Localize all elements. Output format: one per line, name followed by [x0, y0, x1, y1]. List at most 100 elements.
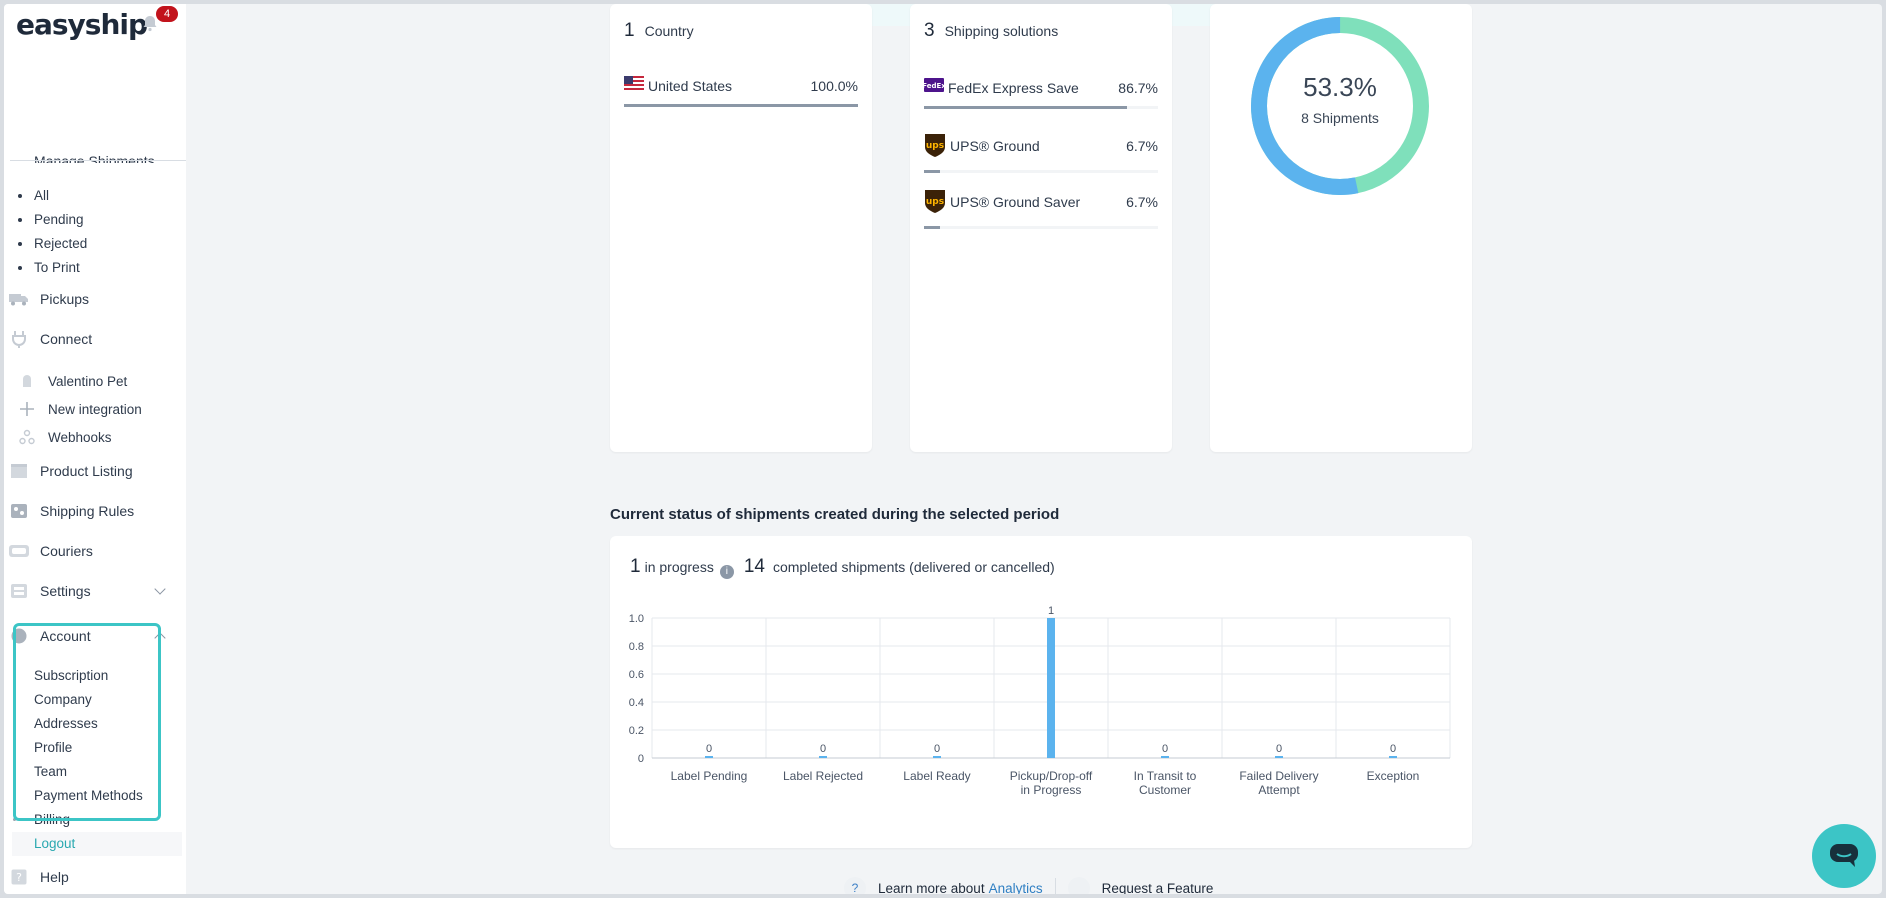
donut-segment-primary — [1251, 17, 1429, 195]
sidebar-subitem-rejected[interactable]: Rejected — [12, 232, 87, 256]
notification-badge: 4 — [156, 6, 178, 22]
chat-button[interactable] — [1812, 824, 1876, 888]
sidebar-subitem-to-print[interactable]: To Print — [12, 256, 87, 280]
in-progress-label: in progress — [644, 559, 714, 575]
sidebar-item-help[interactable]: ? Help — [6, 862, 182, 892]
app-window: easyship 4 Manage Shipments All Pending … — [4, 4, 1882, 894]
plus-icon — [18, 401, 36, 417]
solution-name: FedEx Express Save — [948, 80, 1079, 96]
donut-svg — [1251, 17, 1429, 195]
analytics-link[interactable]: Analytics — [988, 880, 1043, 895]
bar-value-label: 0 — [820, 743, 826, 755]
x-tick-label: Label Ready — [903, 769, 970, 783]
account-item-logout[interactable]: Logout — [12, 832, 182, 856]
status-bar-chart: 0 0.2 0.4 0.6 0.8 1.0 0 Label Pending 0 Label Rej… — [629, 606, 1451, 797]
sidebar-subitem-all[interactable]: All — [12, 184, 87, 208]
bell-icon[interactable] — [141, 14, 159, 32]
connect-item-new-integration[interactable]: New integration — [18, 396, 178, 422]
sidebar-item-pickups[interactable]: Pickups — [6, 284, 182, 314]
plug-icon — [8, 330, 30, 348]
bar — [1161, 756, 1169, 758]
sidebar-item-settings[interactable]: Settings — [6, 576, 182, 606]
solutions-count: 3 — [924, 20, 935, 41]
y-tick-label: 1.0 — [629, 613, 644, 625]
y-tick-label: 0.2 — [629, 725, 644, 737]
connect-item-webhooks[interactable]: Webhooks — [18, 424, 178, 450]
donut-card: 53.3% 8 Shipments — [1210, 4, 1472, 452]
completed-label: completed shipments (delivered or cancel… — [772, 559, 1055, 575]
country-percent: 100.0% — [810, 78, 858, 94]
solution-row: ups UPS® Ground Saver 6.7% — [924, 182, 1158, 229]
sidebar: easyship 4 Manage Shipments All Pending … — [4, 4, 186, 894]
completed-count: 14 — [743, 556, 765, 577]
sidebar-subitem-pending[interactable]: Pending — [12, 208, 87, 232]
footer-links: ? Learn more about Analytics Request a F… — [844, 877, 1213, 894]
shipment-filter-list: All Pending Rejected To Print — [12, 184, 87, 280]
sidebar-item-label: Shipping Rules — [40, 503, 135, 519]
solution-percent: 6.7% — [1126, 194, 1158, 210]
country-name: United States — [648, 78, 733, 94]
help-icon: ? — [8, 868, 30, 886]
sidebar-item-label: Product Listing — [40, 463, 133, 479]
x-tick-label: Failed Delivery — [1239, 769, 1318, 783]
x-tick-label: Pickup/Drop-off — [1010, 769, 1093, 783]
solution-percent: 86.7% — [1118, 80, 1158, 96]
solution-row: FedEx FedEx Express Save 86.7% — [922, 70, 1158, 116]
status-chart-card: 1 in progress i 14 completed shipments (… — [610, 536, 1472, 848]
sidebar-item-connect[interactable]: Connect — [6, 324, 182, 354]
bar — [933, 756, 941, 758]
settings-icon — [8, 582, 30, 600]
donut-shipments: 8 Shipments — [1301, 110, 1379, 126]
connect-item-label: New integration — [48, 401, 142, 417]
bar-value-label: 0 — [1390, 743, 1396, 755]
easyship-logo[interactable]: easyship — [16, 8, 148, 41]
solution-row: ups UPS® Ground 6.7% — [924, 126, 1158, 173]
bar — [1389, 756, 1397, 758]
status-section-title: Current status of shipments created duri… — [610, 506, 1060, 523]
bar-value-label: 0 — [934, 743, 940, 755]
progress-track — [624, 104, 858, 107]
fedex-logo-icon: FedEx — [922, 78, 946, 97]
x-tick-label: In Transit to — [1134, 769, 1197, 783]
connect-item-label: Webhooks — [48, 429, 112, 445]
sidebar-divider — [10, 160, 186, 161]
ups-logo-icon: ups — [924, 188, 946, 219]
countries-card: 1 Country United States 100.0% — [610, 4, 872, 452]
bar — [819, 756, 827, 758]
solutions-label: Shipping solutions — [944, 23, 1059, 39]
box-icon — [8, 462, 30, 480]
sidebar-item-product-listing[interactable]: Product Listing — [6, 456, 182, 486]
ups-logo-icon: ups — [924, 132, 946, 163]
sidebar-item-shipping-rules[interactable]: Shipping Rules — [6, 496, 182, 526]
y-tick-label: 0.6 — [629, 669, 644, 681]
solution-name: UPS® Ground Saver — [950, 194, 1081, 210]
donut-chart: 53.3% 8 Shipments — [1250, 16, 1430, 196]
bar — [1275, 756, 1283, 758]
progress-fill — [924, 170, 940, 173]
donut-percent: 53.3% — [1303, 72, 1377, 102]
info-icon[interactable]: i — [719, 565, 734, 579]
person-icon — [1067, 877, 1090, 894]
x-tick-label: Customer — [1139, 783, 1191, 797]
sidebar-item-couriers[interactable]: Couriers — [6, 536, 182, 566]
solution-percent: 6.7% — [1126, 138, 1158, 154]
progress-track — [924, 170, 1158, 173]
countries-count: 1 — [624, 20, 635, 41]
chevron-down-icon — [154, 583, 166, 595]
sidebar-item-label: Connect — [40, 331, 93, 347]
solutions-card-header: 3 Shipping solutions — [924, 20, 1058, 42]
svg-text:ups: ups — [926, 141, 944, 151]
connect-item-label: Valentino Pet — [48, 373, 128, 389]
sidebar-item-manage-shipments[interactable]: Manage Shipments — [34, 153, 155, 163]
question-icon: ? — [844, 877, 866, 894]
country-row: United States 100.0% — [624, 68, 858, 114]
connect-item-valentino-pet[interactable]: Valentino Pet — [18, 368, 178, 394]
account-highlight-outline — [13, 623, 161, 821]
sidebar-item-label: Pickups — [40, 291, 90, 307]
progress-track — [924, 226, 1158, 229]
sidebar-item-label: Help — [40, 869, 69, 885]
svg-text:FedEx: FedEx — [924, 82, 944, 90]
countries-card-header: 1 Country — [624, 20, 694, 42]
request-feature-link[interactable]: Request a Feature — [1101, 880, 1214, 895]
y-tick-label: 0.4 — [629, 697, 644, 709]
